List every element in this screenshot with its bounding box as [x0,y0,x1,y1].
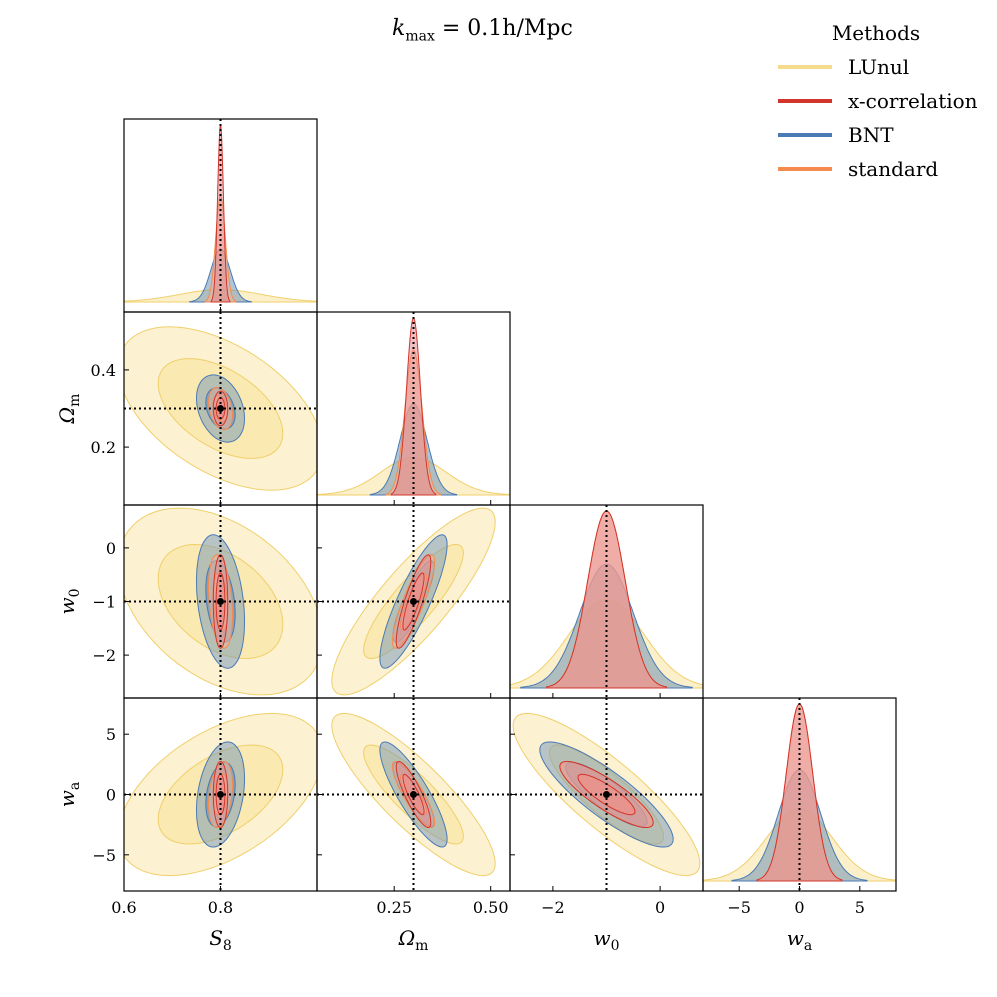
x-tick-label-Om: 0.50 [473,898,509,917]
y-tick-label-w0: −1 [92,593,116,612]
y-tick-label-Om: 0.4 [91,361,116,380]
x-tick-label-wa: −5 [727,898,751,917]
legend: Methods LUnul x-correlation BNT standard [778,21,978,181]
legend-label-lunul: LUnul [848,55,909,79]
y-tick-label-w0: 0 [106,539,116,558]
x-axis-label-w0: w0 [593,926,619,954]
y-axis-label-w0: w0 [55,588,83,614]
panel-Om-vs-S8 [124,312,317,505]
y-tick-label-wa: 0 [106,786,116,805]
x-axis-label-wa: wa [787,926,812,954]
legend-title: Methods [832,21,920,45]
figure-title: kmax = 0.1h/Mpc [392,16,573,45]
legend-label-x-correlation: x-correlation [848,89,978,113]
panel-wa-vs-w0 [510,698,703,891]
y-axis-label-Om: Ωm [55,394,83,425]
fiducial-marker [410,791,417,798]
fiducial-marker [217,598,224,605]
panel-w0-vs-Om [317,505,510,698]
x-tick-label-wa: 0 [794,898,804,917]
x-tick-label-w0: −2 [541,898,565,917]
panel-wa-vs-Om [317,698,510,891]
panel-wa-vs-S8 [124,698,317,891]
marginal-w0 [510,505,703,698]
x-tick-label-wa: 5 [855,898,865,917]
x-tick-label-S8: 0.6 [111,898,136,917]
fiducial-marker [410,598,417,605]
marginal-wa [703,698,896,891]
legend-label-standard: standard [848,157,938,181]
y-tick-label-w0: −2 [92,646,116,665]
panel-w0-vs-S8 [124,505,317,698]
legend-label-bnt: BNT [848,123,894,147]
y-tick-label-wa: −5 [92,846,116,865]
y-axis-label-wa: wa [55,782,83,807]
x-tick-label-S8: 0.8 [208,898,233,917]
fiducial-marker [217,791,224,798]
y-tick-label-Om: 0.2 [91,438,116,457]
marginal-Om [317,312,510,505]
x-axis-label-Om: Ωm [398,926,429,954]
marginal-S8 [124,119,317,312]
fiducial-marker [603,791,610,798]
y-tick-label-wa: 5 [106,725,116,744]
x-tick-label-w0: 0 [655,898,665,917]
x-axis-label-S8: S8 [209,926,232,954]
x-tick-label-Om: 0.25 [376,898,412,917]
fiducial-marker [217,405,224,412]
